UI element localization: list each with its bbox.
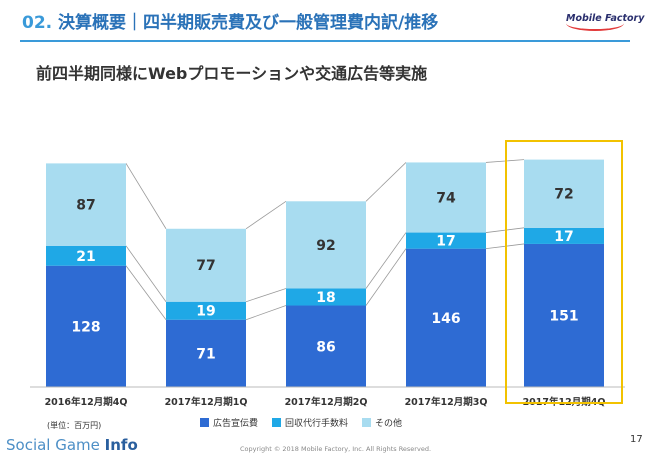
connector-line [365, 248, 407, 306]
copyright: Copyright © 2018 Mobile Factory, Inc. Al… [240, 445, 432, 453]
watermark-brand: Social Game Info [6, 436, 138, 454]
chart-legend: 広告宣伝費 回収代行手数料 その他 [200, 416, 402, 429]
bar-segment [166, 301, 246, 320]
data-label: 86 [316, 339, 335, 355]
connector-line [245, 200, 287, 230]
bar-segment [286, 201, 366, 289]
connector-line [125, 163, 167, 229]
legend-label: 回収代行手数料 [285, 419, 349, 429]
bar-segment [46, 265, 126, 387]
bar-segment [406, 232, 486, 249]
data-label: 19 [196, 304, 215, 320]
x-tick-label: 2017年12月期2Q [285, 396, 368, 408]
connector-line [125, 245, 167, 302]
data-label: 17 [436, 234, 455, 250]
section-number: 02. [22, 13, 53, 33]
bar-segment [524, 159, 604, 228]
data-label: 74 [436, 191, 456, 207]
logo-swoosh [566, 15, 624, 31]
section-title: 決算概要｜四半期販売費及び一般管理費内訳/推移 [58, 13, 439, 33]
data-label: 18 [316, 290, 335, 306]
logo-text: Mobile Factory [566, 13, 645, 24]
connector-line [365, 232, 407, 289]
highlight-box [505, 140, 623, 404]
page-title: 02. 決算概要｜四半期販売費及び一般管理費内訳/推移 [22, 8, 438, 33]
data-label: 87 [76, 198, 95, 214]
header: 02. 決算概要｜四半期販売費及び一般管理費内訳/推移 Mobile Facto… [0, 0, 650, 44]
data-label: 71 [196, 346, 215, 362]
data-label: 77 [196, 258, 215, 274]
bar-segment [166, 228, 246, 302]
bar-segment [46, 245, 126, 266]
legend-item: 回収代行手数料 [272, 416, 348, 429]
bar-segment [406, 162, 486, 233]
bar-segment [46, 163, 126, 246]
brand-text: Social Game [6, 436, 105, 454]
x-tick-label: 2016年12月期4Q [45, 396, 128, 408]
data-label: 146 [431, 311, 460, 327]
x-tick-label: 2017年12月期3Q [405, 396, 488, 408]
bar-segment [406, 248, 486, 387]
connector-line [245, 288, 287, 303]
slide-subtitle: 前四半期同様にWebプロモーションや交通広告等実施 [36, 64, 428, 83]
page-number: 17 [630, 434, 643, 445]
legend-swatch [200, 418, 209, 427]
legend-swatch [362, 418, 372, 427]
connector-line [365, 162, 407, 202]
header-divider [20, 40, 630, 42]
x-tick-label: 2017年12月期1Q [165, 396, 248, 408]
bar-segment [524, 227, 604, 244]
company-logo: Mobile Factory [566, 13, 646, 35]
legend-swatch [272, 418, 282, 427]
data-label: 21 [76, 249, 95, 265]
data-label: 128 [71, 319, 100, 335]
legend-item: 広告宣伝費 [200, 416, 258, 429]
unit-label: (単位：百万円) [47, 421, 102, 430]
bar-segment [286, 288, 366, 306]
data-label: 17 [554, 229, 573, 245]
connector-line [125, 265, 167, 320]
legend-item: その他 [362, 416, 402, 429]
legend-label: 広告宣伝費 [213, 419, 259, 429]
legend-label: その他 [375, 419, 403, 429]
data-label: 151 [549, 308, 578, 324]
bar-segment [166, 319, 246, 387]
brand-text-bold: Info [104, 436, 138, 454]
bar-segment [286, 305, 366, 387]
connector-line [245, 305, 287, 321]
data-label: 92 [316, 238, 335, 254]
data-label: 72 [554, 187, 573, 203]
bar-segment [524, 243, 604, 387]
